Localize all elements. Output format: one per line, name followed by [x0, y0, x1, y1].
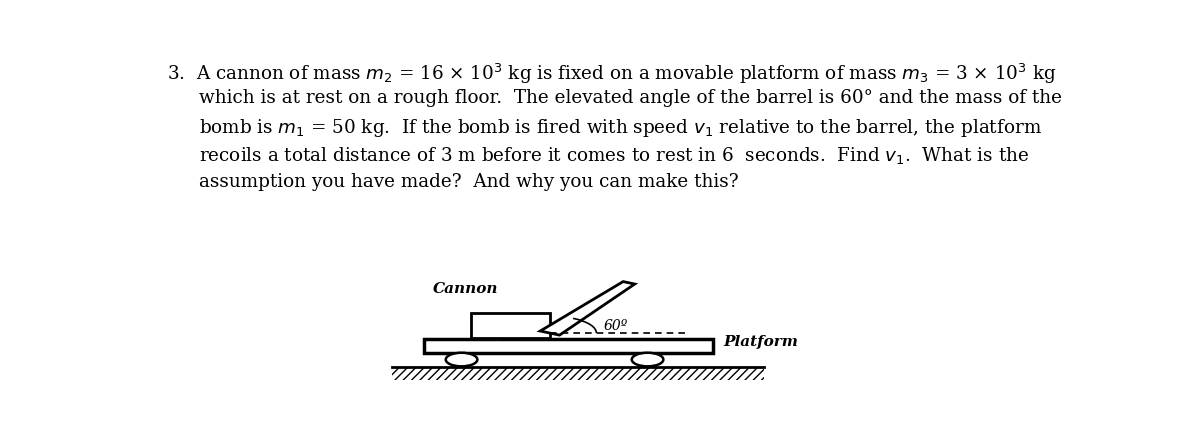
Polygon shape	[520, 338, 546, 339]
Bar	[470, 313, 550, 338]
Text: 60º: 60º	[604, 319, 628, 333]
Text: recoils a total distance of 3 m before it comes to rest in 6  seconds.  Find $v_: recoils a total distance of 3 m before i…	[199, 145, 1030, 166]
Text: assumption you have made?  And why you can make this?: assumption you have made? And why you ca…	[199, 173, 739, 191]
Text: which is at rest on a rough floor.  The elevated angle of the barrel is 60° and : which is at rest on a rough floor. The e…	[199, 89, 1062, 107]
Text: 3.  A cannon of mass $m_2$ = 16 × 10$^3$ kg is fixed on a movable platform of ma: 3. A cannon of mass $m_2$ = 16 × 10$^3$ …	[167, 61, 1056, 86]
Text: Cannon: Cannon	[433, 282, 499, 296]
Bar	[425, 339, 713, 353]
Text: bomb is $m_1$ = 50 kg.  If the bomb is fired with speed $v_1$ relative to the ba: bomb is $m_1$ = 50 kg. If the bomb is fi…	[199, 117, 1042, 139]
Text: Platform: Platform	[724, 335, 799, 349]
Ellipse shape	[445, 353, 478, 366]
Polygon shape	[474, 338, 500, 339]
Ellipse shape	[631, 353, 664, 366]
Bar	[391, 367, 763, 380]
Polygon shape	[540, 282, 635, 335]
